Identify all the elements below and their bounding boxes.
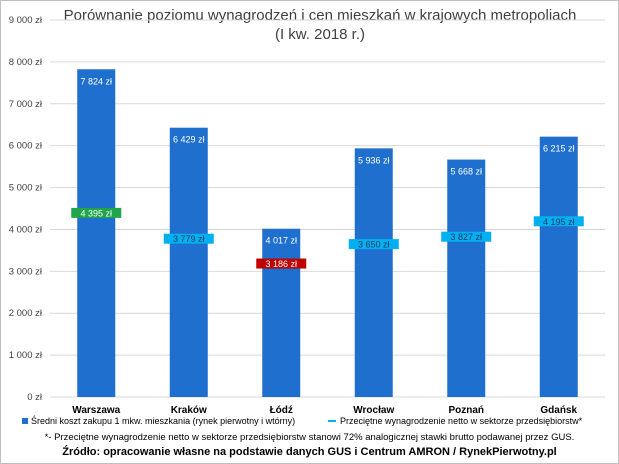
bar-value-label: 5 668 zł — [450, 167, 482, 177]
bar — [262, 228, 301, 397]
legend-label-marker: Przeciętne wynagrodzenie netto w sektorz… — [340, 416, 583, 426]
bar — [169, 127, 208, 397]
y-tick-label: 0 zł — [27, 392, 43, 403]
bar-value-label: 4 017 zł — [265, 236, 297, 246]
salary-marker-label: 4 195 zł — [543, 217, 575, 227]
salary-marker-label: 3 779 zł — [173, 234, 205, 244]
x-tick-label: Warszawa — [72, 405, 120, 416]
y-tick-label: 8 000 zł — [9, 57, 43, 68]
bar-value-label: 5 936 zł — [358, 155, 390, 165]
footnote: *- Przeciętne wynagrodzenie netto w sekt… — [44, 432, 575, 443]
salary-marker-label: 3 186 zł — [265, 259, 297, 269]
bar — [77, 69, 116, 398]
salary-marker — [163, 233, 214, 244]
y-tick-label: 7 000 zł — [9, 99, 43, 110]
x-tick-label: Poznań — [448, 405, 484, 416]
salary-marker — [348, 239, 399, 250]
y-tick-label: 6 000 zł — [9, 141, 43, 152]
x-tick-label: Gdańsk — [540, 405, 577, 416]
chart-title-line2: (I kw. 2018 r.) — [274, 26, 366, 43]
bar-value-label: 6 215 zł — [543, 144, 575, 154]
salary-marker — [441, 231, 492, 242]
y-tick-label: 5 000 zł — [9, 183, 43, 194]
bar — [447, 159, 486, 397]
legend-label-bar: Średni koszt zakupu 1 mkw. mieszkania (r… — [31, 415, 295, 426]
x-tick-label: Kraków — [171, 405, 207, 416]
x-tick-label: Łódź — [270, 405, 293, 416]
x-tick-label: Wrocław — [353, 405, 394, 416]
y-tick-label: 1 000 zł — [9, 350, 43, 361]
bar-value-label: 6 429 zł — [173, 135, 205, 145]
bar-value-label: 7 824 zł — [80, 76, 112, 86]
salary-marker-label: 3 827 zł — [450, 232, 482, 242]
salary-marker-label: 4 395 zł — [80, 208, 112, 218]
legend-swatch-bar — [22, 418, 28, 424]
y-tick-label: 9 000 zł — [9, 15, 43, 26]
y-tick-label: 3 000 zł — [9, 266, 43, 277]
salary-marker — [533, 216, 584, 227]
bar — [354, 148, 393, 397]
salary-marker-label: 3 650 zł — [358, 240, 390, 250]
y-tick-label: 2 000 zł — [9, 308, 43, 319]
bar — [539, 136, 578, 397]
y-tick-label: 4 000 zł — [9, 224, 43, 235]
source-note: Źródło: opracowanie własne na podstawie … — [62, 446, 557, 458]
salary-marker — [71, 207, 122, 218]
salary-marker — [256, 258, 307, 269]
bar-chart: 0 zł 1 000 zł 2 000 zł 3 000 zł 4 000 zł 5 00… — [9, 15, 605, 426]
